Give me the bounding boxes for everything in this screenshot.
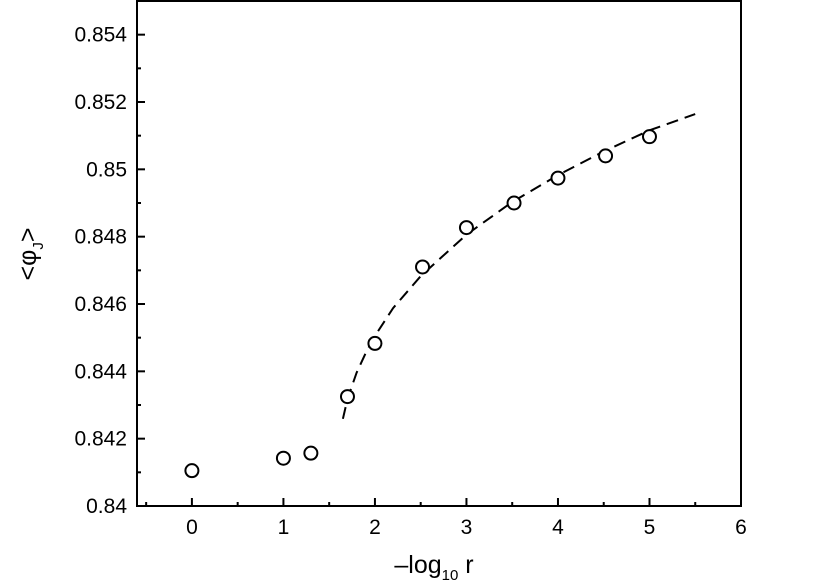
y-tick-label: 0.85 (86, 158, 127, 181)
y-tick-label: 0.854 (74, 24, 127, 47)
x-tick-label: 1 (278, 516, 290, 539)
data-point (550, 170, 566, 186)
y-tick-label: 0.84 (86, 495, 127, 518)
y-axis-ticks: 0.84 0.842 0.844 0.846 0.848 0.85 0.852 0.854 (74, 24, 145, 518)
x-tick-label: 0 (186, 516, 198, 539)
data-point (415, 259, 431, 275)
y-tick-label: 0.844 (74, 360, 127, 383)
y-tick-label: 0.848 (74, 226, 127, 249)
data-point (275, 450, 291, 466)
data-point (506, 195, 522, 211)
x-tick-label: 2 (369, 516, 381, 539)
y-axis-label-close: > (14, 228, 42, 243)
x-tick-label: 6 (735, 516, 747, 539)
x-axis-ticks: 0 1 2 3 4 5 6 (145, 498, 747, 539)
data-point (641, 129, 657, 145)
y-tick-label: 0.842 (74, 428, 127, 451)
data-point (184, 463, 200, 479)
x-axis-label: –log10 r (394, 551, 473, 584)
y-axis-label-open: < (14, 266, 42, 281)
y-axis-label-subscript: J (30, 242, 47, 250)
y-axis-label: <φJ> (14, 228, 47, 281)
x-axis-label-prefix: –log (394, 551, 441, 579)
x-axis-label-suffix: r (458, 551, 473, 579)
data-point (598, 148, 614, 164)
x-tick-label: 4 (552, 516, 564, 539)
y-tick-label: 0.852 (74, 91, 127, 114)
data-markers (184, 129, 657, 479)
plot-frame (136, 0, 742, 507)
y-tick-label: 0.846 (74, 293, 127, 316)
x-axis-label-subscript: 10 (442, 567, 459, 584)
fit-curve (341, 113, 696, 420)
data-point (303, 445, 319, 461)
data-point (367, 335, 383, 351)
x-tick-label: 5 (644, 516, 656, 539)
data-point (458, 220, 474, 236)
x-tick-label: 3 (461, 516, 473, 539)
data-point (339, 389, 355, 405)
y-axis-label-symbol: φ (14, 250, 42, 266)
